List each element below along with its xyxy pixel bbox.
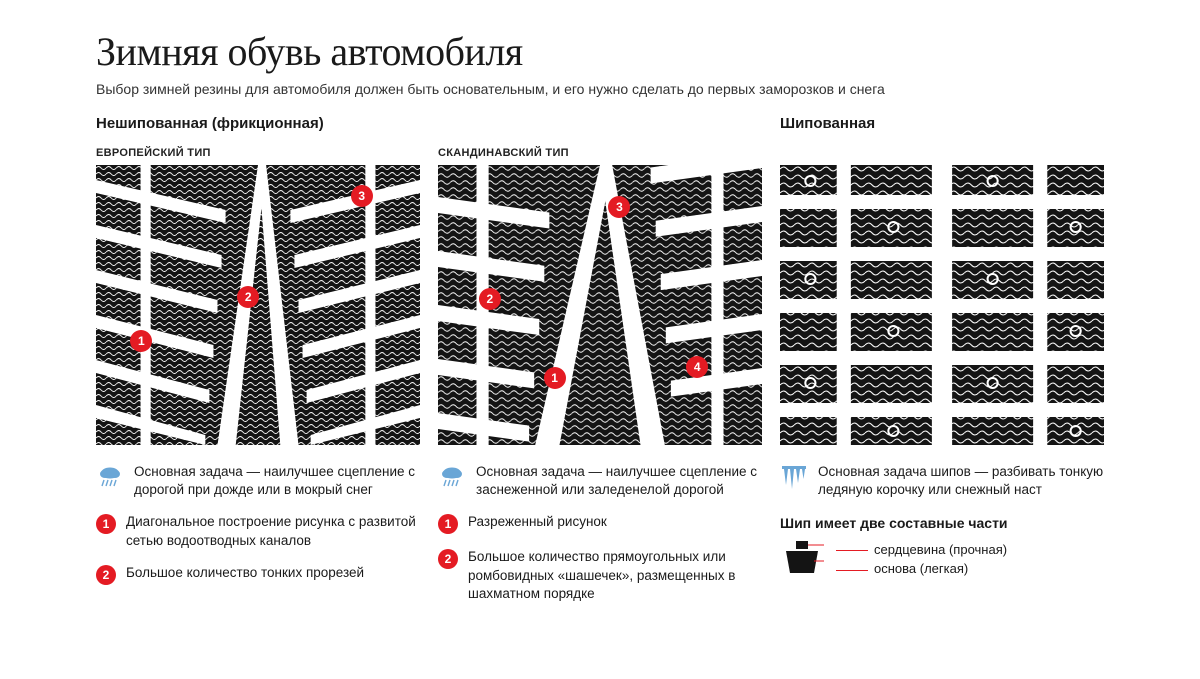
marker: 3 <box>351 185 373 207</box>
main-desc-row: Основная задача — наилучшее сцепление с … <box>438 463 762 499</box>
point-row: 1 Разреженный рисунок <box>438 513 762 534</box>
rain-icon <box>439 463 465 489</box>
marker: 2 <box>479 288 501 310</box>
bullet-number: 1 <box>438 514 458 534</box>
point-text: Большое количество тонких прорезей <box>126 564 420 585</box>
tread-scandinavian: 1 2 3 4 <box>438 165 762 445</box>
subtype-european: ЕВРОПЕЙСКИЙ ТИП <box>96 147 420 159</box>
main-desc-row: Основная задача — наилучшее сцепление с … <box>96 463 420 499</box>
tread-studded <box>780 165 1104 445</box>
tread-european: 1 2 3 <box>96 165 420 445</box>
stud-part-label: сердцевина (прочная) <box>836 540 1007 560</box>
stud-diagram-icon <box>780 539 824 579</box>
stud-title: Шип имеет две составные части <box>780 515 1104 531</box>
marker: 3 <box>608 196 630 218</box>
subtype-scandinavian: СКАНДИНАВСКИЙ ТИП <box>438 147 762 159</box>
icicles-icon <box>780 463 808 491</box>
main-desc-text: Основная задача — наилучшее сцепление с … <box>476 463 762 499</box>
point-row: 1 Диагональное построение рисунка с разв… <box>96 513 420 549</box>
columns-container: Нешипованная (фрикционная) ЕВРОПЕЙСКИЙ Т… <box>96 115 1104 603</box>
point-row: 2 Большое количество тонких прорезей <box>96 564 420 585</box>
group-title-nonstudded: Нешипованная (фрикционная) <box>96 115 324 132</box>
column-studded: Шипованная <box>780 115 1104 603</box>
stud-section: Шип имеет две составные части сердцевина… <box>780 515 1104 579</box>
point-text: Большое количество прямоугольных или ром… <box>468 548 762 603</box>
marker: 1 <box>130 330 152 352</box>
column-european: Нешипованная (фрикционная) ЕВРОПЕЙСКИЙ Т… <box>96 115 420 603</box>
stud-part-label: основа (легкая) <box>836 559 1007 579</box>
bullet-number: 1 <box>96 514 116 534</box>
page-subtitle: Выбор зимней резины для автомобиля долже… <box>96 81 1104 97</box>
bullet-number: 2 <box>96 565 116 585</box>
rain-icon <box>97 463 123 489</box>
column-scandinavian: СКАНДИНАВСКИЙ ТИП <box>438 115 762 603</box>
bullet-number: 2 <box>438 549 458 569</box>
marker: 4 <box>686 356 708 378</box>
point-text: Диагональное построение рисунка с развит… <box>126 513 420 549</box>
main-desc-row: Основная задача шипов — разбивать тонкую… <box>780 463 1104 499</box>
page-title: Зимняя обувь автомобиля <box>96 28 1104 75</box>
main-desc-text: Основная задача — наилучшее сцепление с … <box>134 463 420 499</box>
main-desc-text: Основная задача шипов — разбивать тонкую… <box>818 463 1104 499</box>
marker: 2 <box>237 286 259 308</box>
subtype-studded <box>780 147 1104 159</box>
marker: 1 <box>544 367 566 389</box>
point-row: 2 Большое количество прямоугольных или р… <box>438 548 762 603</box>
point-text: Разреженный рисунок <box>468 513 762 534</box>
group-title-studded: Шипованная <box>780 115 875 132</box>
